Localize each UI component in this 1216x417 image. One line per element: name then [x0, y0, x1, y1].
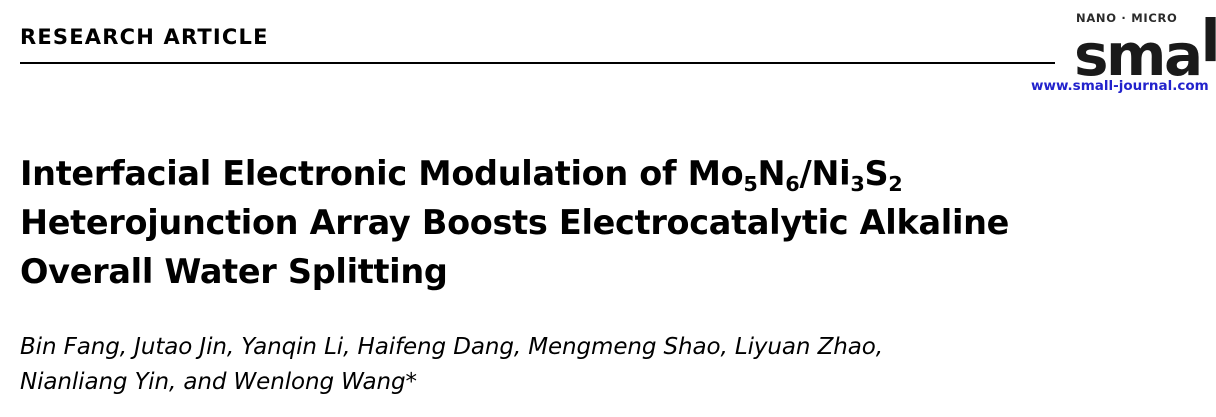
page-header: RESEARCH ARTICLE NANO · MICRO small www.… [0, 0, 1216, 100]
article-title-segment: Interfacial Electronic Modulation of Mo [20, 154, 744, 194]
author-line-2: Nianliang Yin, and Wenlong Wang* [20, 369, 417, 395]
journal-logo-wordmark-sma: sma [1074, 21, 1203, 89]
journal-url-link[interactable]: www.small-journal.com [1031, 78, 1209, 94]
author-list: Bin Fang, Jutao Jin, Yanqin Li, Haifeng … [20, 330, 1080, 400]
article-title-segment: N [757, 154, 786, 194]
article-title-line-3: Overall Water Splitting [20, 252, 448, 292]
journal-logo[interactable]: NANO · MICRO small [1074, 4, 1216, 84]
header-divider-rule [20, 62, 1055, 64]
subscript-6: 6 [785, 172, 800, 197]
journal-logo-wordmark-ll: ll [1200, 7, 1216, 75]
journal-logo-wordmark: small [1074, 7, 1216, 84]
subscript-3: 3 [850, 172, 865, 197]
article-title: Interfacial Electronic Modulation of Mo5… [20, 149, 1080, 296]
article-title-segment: /Ni [799, 154, 851, 194]
subscript-5: 5 [743, 172, 758, 197]
journal-logo-eyebrow: NANO · MICRO [1076, 11, 1178, 25]
section-label-research-article: RESEARCH ARTICLE [20, 25, 269, 49]
article-title-line-2: Heterojunction Array Boosts Electrocatal… [20, 203, 1010, 243]
article-title-segment: S [864, 154, 889, 194]
subscript-2: 2 [888, 172, 903, 197]
author-line-1: Bin Fang, Jutao Jin, Yanqin Li, Haifeng … [20, 334, 883, 360]
